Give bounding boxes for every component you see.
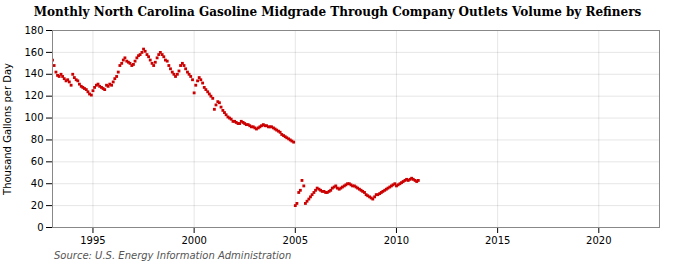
svg-text:40: 40 [31, 178, 44, 189]
svg-text:120: 120 [24, 90, 43, 101]
svg-text:0: 0 [37, 222, 43, 233]
html-text:Monthly North Carolina Gasolin: Monthly North Carolina Gasoline Midgrade… [33, 5, 642, 19]
svg-text:2010: 2010 [384, 235, 409, 246]
svg-text:2000: 2000 [181, 235, 206, 246]
svg-text:160: 160 [24, 47, 43, 58]
html-text:Source: U.S. Energy Informatio: Source: U.S. Energy Information Administ… [54, 250, 292, 261]
svg-text:60: 60 [31, 156, 44, 167]
svg-text:Thousand Gallons per Day: Thousand Gallons per Day [2, 63, 13, 196]
svg-text:1995: 1995 [80, 235, 105, 246]
svg-text:180: 180 [24, 25, 43, 36]
svg-text:140: 140 [24, 68, 43, 79]
svg-text:100: 100 [24, 112, 43, 123]
svg-text:20: 20 [31, 200, 44, 211]
svg-text:2020: 2020 [586, 235, 611, 246]
svg-text:2015: 2015 [485, 235, 510, 246]
svg-text:80: 80 [31, 134, 44, 145]
svg-text:2005: 2005 [283, 235, 308, 246]
